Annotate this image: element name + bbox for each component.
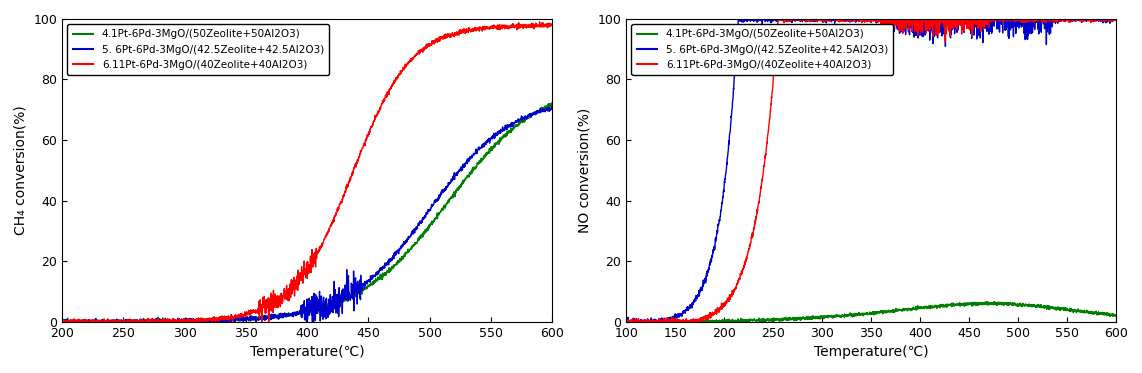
Y-axis label: NO conversion(%): NO conversion(%) xyxy=(578,108,592,233)
X-axis label: Temperature(℃): Temperature(℃) xyxy=(250,345,364,359)
Y-axis label: CH₄ conversion(%): CH₄ conversion(%) xyxy=(14,106,27,235)
Legend: 4.1Pt-6Pd-3MgO/(50Zeolite+50Al2O3), 5. 6Pt-6Pd-3MgO/(42.5Zeolite+42.5Al2O3), 6.1: 4.1Pt-6Pd-3MgO/(50Zeolite+50Al2O3), 5. 6… xyxy=(632,24,893,75)
X-axis label: Temperature(℃): Temperature(℃) xyxy=(814,345,928,359)
Legend: 4.1Pt-6Pd-3MgO/(50Zeolite+50Al2O3), 5. 6Pt-6Pd-3MgO/(42.5Zeolite+42.5Al2O3), 6.1: 4.1Pt-6Pd-3MgO/(50Zeolite+50Al2O3), 5. 6… xyxy=(67,24,329,75)
